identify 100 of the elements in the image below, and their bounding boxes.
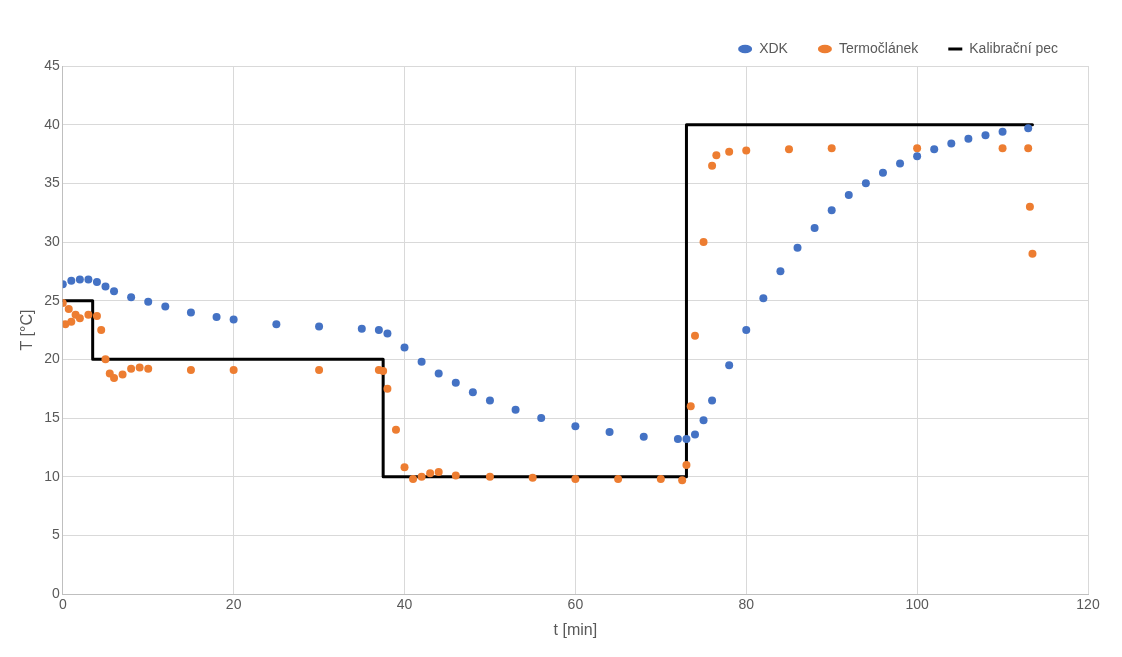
point xyxy=(64,304,73,313)
point xyxy=(161,302,170,311)
y-axis-title: T [°C] xyxy=(18,309,36,351)
point xyxy=(315,322,324,331)
point xyxy=(468,388,477,397)
point xyxy=(686,402,695,411)
point xyxy=(827,144,836,153)
point xyxy=(110,287,119,296)
point xyxy=(981,131,990,140)
point xyxy=(571,475,580,484)
y-tick-label: 25 xyxy=(44,291,60,308)
point xyxy=(357,324,366,333)
x-tick-label: 100 xyxy=(905,596,930,613)
point xyxy=(528,473,537,482)
point xyxy=(913,152,922,161)
x-tick-label: 80 xyxy=(738,596,755,613)
point xyxy=(118,370,127,379)
point xyxy=(62,320,70,329)
legend-label: Kalibrační pec xyxy=(969,39,1058,56)
point xyxy=(784,145,793,154)
point xyxy=(998,127,1007,136)
point xyxy=(135,363,144,372)
point xyxy=(810,223,819,232)
point xyxy=(759,294,768,303)
point xyxy=(1028,249,1037,258)
legend-label: Termočlánek xyxy=(838,39,920,56)
point xyxy=(682,460,691,469)
point xyxy=(400,463,409,472)
point xyxy=(537,414,546,422)
point xyxy=(97,326,106,334)
y-tick-label: 15 xyxy=(44,408,60,425)
y-tick-label: 0 xyxy=(51,584,60,601)
point xyxy=(144,364,153,373)
point xyxy=(272,320,281,329)
point xyxy=(92,277,101,286)
point xyxy=(229,365,238,374)
point xyxy=(605,428,614,437)
point xyxy=(485,396,494,405)
point xyxy=(673,435,682,444)
y-tick-label: 30 xyxy=(44,232,60,249)
x-tick-label: 40 xyxy=(396,596,413,613)
point xyxy=(930,145,939,154)
point xyxy=(383,329,392,338)
y-tick-label: 35 xyxy=(44,174,60,191)
point xyxy=(434,467,443,476)
point xyxy=(793,243,802,252)
point xyxy=(75,275,84,284)
point xyxy=(682,435,691,444)
point xyxy=(127,293,136,302)
point xyxy=(725,147,734,156)
y-tick-label: 45 xyxy=(44,56,60,73)
point xyxy=(451,378,460,387)
x-tick-label: 20 xyxy=(225,596,242,613)
point xyxy=(75,314,84,323)
point xyxy=(691,430,699,439)
point xyxy=(614,475,623,484)
point xyxy=(229,315,238,324)
point xyxy=(1025,202,1034,211)
point xyxy=(409,475,418,484)
point xyxy=(571,422,580,431)
point xyxy=(92,311,101,320)
point xyxy=(1024,124,1033,133)
point xyxy=(379,367,388,376)
point xyxy=(678,476,687,485)
point xyxy=(144,297,153,306)
point xyxy=(708,161,717,170)
point xyxy=(913,144,922,153)
point xyxy=(844,191,853,200)
point xyxy=(742,146,751,155)
point xyxy=(699,416,708,425)
x-tick-label: 120 xyxy=(1076,596,1100,613)
point xyxy=(400,343,409,352)
point xyxy=(315,365,324,374)
point xyxy=(84,310,93,319)
point xyxy=(186,365,195,374)
x-tick-label: 60 xyxy=(567,596,584,613)
point xyxy=(708,396,717,405)
point xyxy=(656,475,665,484)
point xyxy=(67,276,76,285)
point xyxy=(827,206,836,215)
point xyxy=(451,471,460,480)
point xyxy=(511,405,520,414)
point xyxy=(417,357,426,366)
point xyxy=(699,238,708,246)
point xyxy=(212,313,221,322)
point xyxy=(861,179,870,188)
point xyxy=(1024,144,1033,153)
point xyxy=(186,308,195,317)
point xyxy=(101,355,110,364)
point xyxy=(417,472,426,481)
point xyxy=(742,326,751,334)
point xyxy=(964,134,973,143)
point xyxy=(485,472,494,481)
point xyxy=(725,361,734,370)
point xyxy=(691,331,699,340)
point xyxy=(712,151,721,160)
point xyxy=(84,275,93,284)
point xyxy=(947,139,956,148)
point xyxy=(426,469,435,478)
point xyxy=(434,369,443,378)
